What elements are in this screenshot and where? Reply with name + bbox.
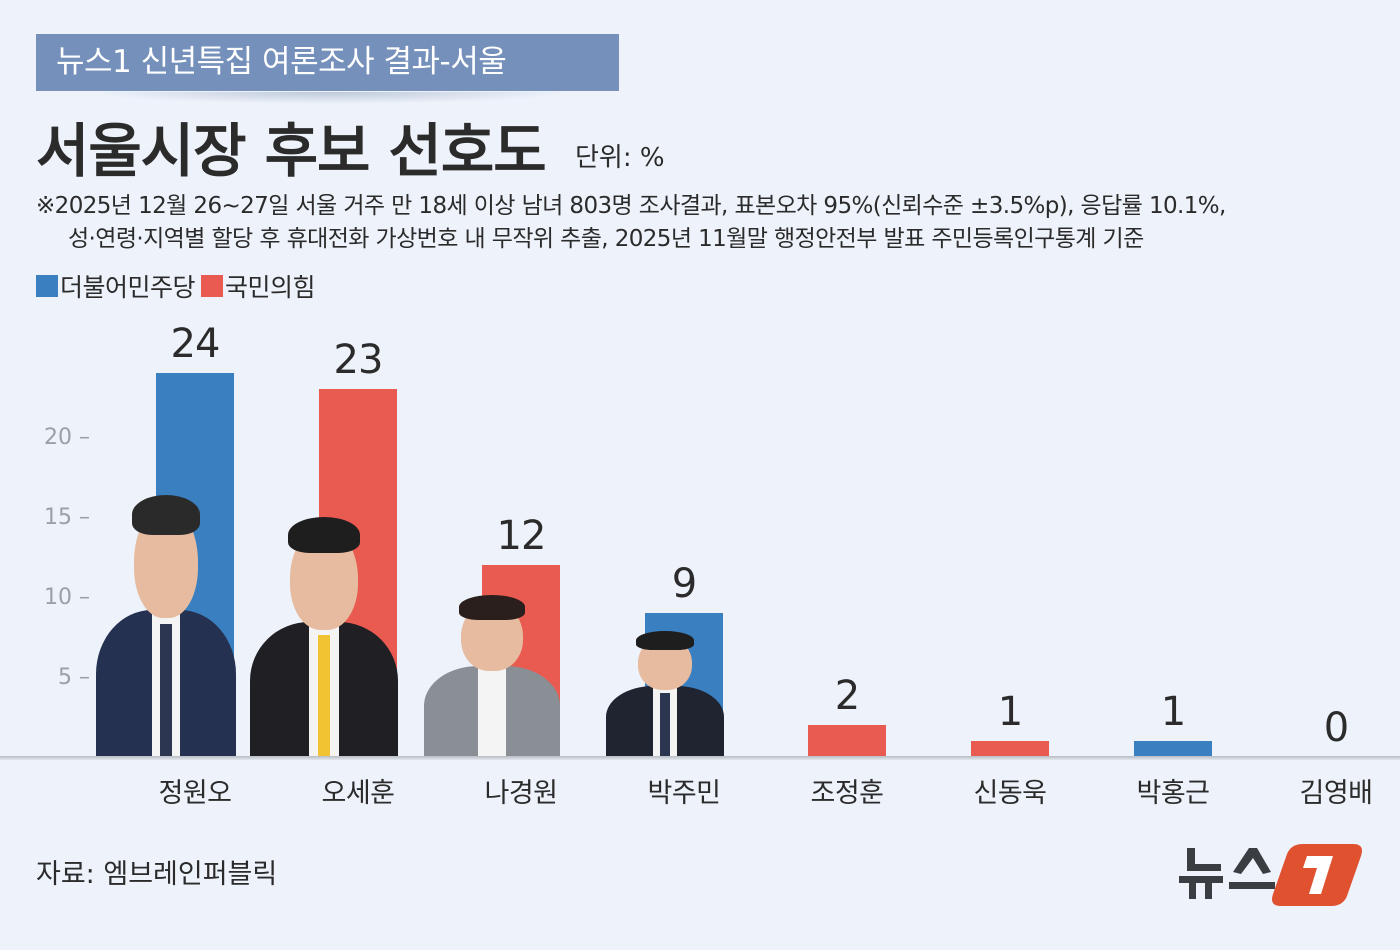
candidate-name-label: 오세훈 (321, 778, 395, 809)
bar-value-label: 12 (496, 513, 547, 559)
candidate-name-label: 신동욱 (973, 778, 1047, 809)
legend-item-ppp: 국민의힘 (201, 268, 316, 304)
y-tick-10: 10 – (44, 585, 90, 610)
y-tick-15: 15 – (44, 505, 90, 530)
chart-title: 서울시장 후보 선호도 (36, 117, 547, 185)
survey-note: ※2025년 12월 26~27일 서울 거주 만 18세 이상 남녀 803명… (36, 190, 1376, 256)
candidate-photo-4 (606, 628, 724, 757)
survey-note-line-1: ※2025년 12월 26~27일 서울 거주 만 18세 이상 남녀 803명… (36, 193, 1226, 219)
y-tick-20: 20 – (44, 425, 90, 450)
bar-7 (1134, 741, 1212, 757)
candidate-photo-2 (250, 512, 398, 757)
bar-5 (808, 725, 886, 757)
candidate-photo-1 (96, 490, 236, 757)
bar-value-label: 2 (834, 673, 860, 719)
legend-label: 국민의힘 (225, 273, 316, 302)
bar-value-label: 9 (671, 561, 697, 607)
legend: 더불어민주당 국민의힘 (36, 268, 321, 304)
candidate-name-label: 박주민 (647, 778, 721, 809)
bar-value-label: 1 (997, 689, 1023, 735)
candidate-name-label: 조정훈 (810, 778, 884, 809)
candidate-name-label: 박홍근 (1136, 778, 1210, 809)
candidate-photo-3 (424, 592, 560, 757)
source-label: 자료: 엠브레인퍼블릭 (36, 859, 278, 890)
y-tick-5: 5 – (58, 665, 90, 690)
bar-value-label: 0 (1323, 705, 1349, 751)
bar-value-label: 24 (170, 321, 221, 367)
candidate-name-label: 나경원 (484, 778, 558, 809)
unit-label: 단위: % (575, 143, 665, 173)
survey-note-line-2: 성·연령·지역별 할당 후 휴대전화 가상번호 내 무작위 추출, 2025년 … (68, 226, 1144, 252)
legend-item-democratic: 더불어민주당 (36, 268, 196, 304)
legend-label: 더불어민주당 (60, 273, 196, 302)
header-banner: 뉴스1 신년특집 여론조사 결과-서울 (36, 34, 619, 91)
bar-value-label: 1 (1160, 689, 1186, 735)
news1-logo (1175, 838, 1365, 910)
candidate-name-label: 정원오 (158, 778, 232, 809)
x-axis-baseline (0, 756, 1400, 760)
legend-swatch-red-icon (201, 275, 224, 297)
banner-shadow (85, 92, 575, 104)
bar-value-label: 23 (333, 337, 384, 383)
candidate-name-label: 김영배 (1299, 778, 1373, 809)
bar-6 (971, 741, 1049, 757)
news1-logo-icon (1179, 844, 1362, 906)
legend-swatch-blue-icon (36, 275, 58, 297)
